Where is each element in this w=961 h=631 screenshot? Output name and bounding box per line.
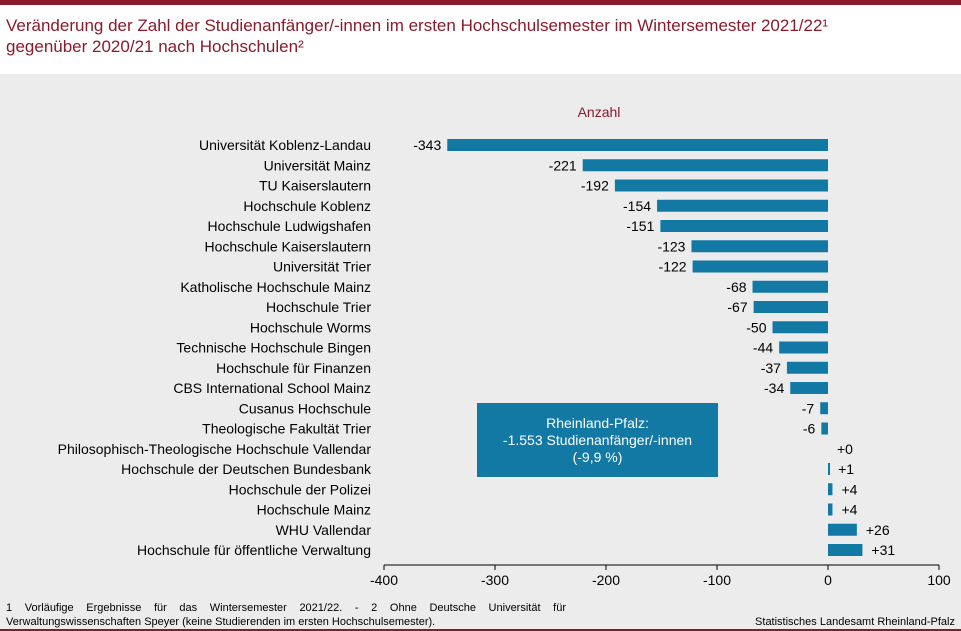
info-box-line-2: -1.553 Studienanfänger/-innen bbox=[502, 431, 693, 448]
footer: 1 Vorläufige Ergebnisse für das Winterse… bbox=[0, 600, 961, 631]
info-box: Rheinland-Pfalz: -1.553 Studienanfänger/… bbox=[477, 403, 718, 477]
info-box-line-3: (-9,9 %) bbox=[572, 448, 623, 465]
bar bbox=[828, 483, 833, 496]
category-label: Hochschule Koblenz bbox=[243, 198, 371, 214]
value-label: -154 bbox=[623, 198, 651, 214]
value-label: -50 bbox=[746, 319, 766, 335]
chart-title-line-1: Veränderung der Zahl der Studienanfänger… bbox=[6, 16, 829, 35]
bottom-accent-bar bbox=[0, 629, 961, 631]
x-tick-label: -100 bbox=[703, 572, 731, 588]
source-credit: Statistisches Landesamt Rheinland-Pfalz bbox=[755, 616, 955, 628]
bar bbox=[772, 321, 828, 334]
value-label: +0 bbox=[837, 441, 853, 457]
value-label: -122 bbox=[659, 259, 687, 275]
x-tick-label: 0 bbox=[824, 572, 832, 588]
bar bbox=[447, 139, 828, 151]
category-label: Hochschule für Finanzen bbox=[216, 360, 371, 376]
category-label: CBS International School Mainz bbox=[173, 380, 371, 396]
category-label: Hochschule Worms bbox=[250, 319, 371, 335]
category-label: Technische Hochschule Bingen bbox=[176, 340, 371, 356]
value-label: -221 bbox=[549, 157, 577, 173]
x-tick-label: -200 bbox=[592, 572, 620, 588]
category-label: Hochschule der Deutschen Bundesbank bbox=[121, 461, 372, 477]
value-label: -68 bbox=[726, 279, 746, 295]
value-label: +31 bbox=[871, 542, 895, 558]
bar bbox=[614, 179, 828, 192]
category-label: Universität Koblenz-Landau bbox=[199, 137, 371, 153]
unit-label: Anzahl bbox=[578, 104, 621, 120]
chart-title-line-2: gegenüber 2020/21 nach Hochschulen² bbox=[6, 37, 304, 56]
bar bbox=[786, 361, 828, 374]
category-label: Hochschule Mainz bbox=[257, 502, 371, 518]
x-tick-label: 100 bbox=[927, 572, 951, 588]
header: Veränderung der Zahl der Studienanfänger… bbox=[0, 5, 961, 74]
bar bbox=[752, 280, 828, 293]
bar bbox=[582, 159, 828, 172]
value-label: -6 bbox=[803, 421, 816, 437]
bar bbox=[691, 240, 828, 253]
x-tick-label: -400 bbox=[370, 572, 398, 588]
value-label: +4 bbox=[841, 502, 857, 518]
value-label: +1 bbox=[838, 461, 854, 477]
bar bbox=[821, 422, 828, 435]
category-label: Universität Mainz bbox=[264, 157, 371, 173]
value-label: -44 bbox=[753, 340, 773, 356]
info-box-line-1: Rheinland-Pfalz: bbox=[546, 414, 649, 431]
x-tick-label: -300 bbox=[481, 572, 509, 588]
category-label: TU Kaiserslautern bbox=[259, 178, 371, 194]
category-label: Hochschule Ludwigshafen bbox=[208, 218, 371, 234]
top-accent-bar bbox=[0, 0, 961, 5]
category-label: WHU Vallendar bbox=[276, 522, 372, 538]
value-label: -343 bbox=[413, 137, 441, 153]
value-label: +26 bbox=[866, 522, 890, 538]
value-label: -34 bbox=[764, 380, 784, 396]
bar bbox=[657, 199, 828, 212]
bar bbox=[660, 220, 828, 232]
bar bbox=[753, 301, 828, 313]
bar bbox=[828, 503, 833, 516]
value-label: -37 bbox=[761, 360, 781, 376]
bar bbox=[828, 463, 830, 475]
category-label: Universität Trier bbox=[273, 259, 371, 275]
category-label: Cusanus Hochschule bbox=[239, 400, 372, 416]
category-label: Katholische Hochschule Mainz bbox=[180, 279, 371, 295]
category-label: Philosophisch-Theologische Hochschule Va… bbox=[58, 441, 372, 457]
category-label: Hochschule für öffentliche Verwaltung bbox=[137, 542, 371, 558]
chart-title: Veränderung der Zahl der Studienanfänger… bbox=[6, 15, 946, 57]
bar bbox=[779, 341, 828, 354]
chart-area: Anzahl Universität Koblenz-Landau -343 Univ… bbox=[0, 74, 961, 600]
value-label: +4 bbox=[841, 481, 857, 497]
bar bbox=[828, 544, 863, 556]
value-label: -7 bbox=[802, 400, 815, 416]
footnote: 1 Vorläufige Ergebnisse für das Winterse… bbox=[6, 602, 566, 628]
value-label: -151 bbox=[626, 218, 654, 234]
bar bbox=[828, 523, 857, 536]
bar bbox=[790, 382, 828, 394]
category-label: Hochschule Kaiserslautern bbox=[204, 238, 371, 254]
bar-chart: Anzahl Universität Koblenz-Landau -343 Univ… bbox=[58, 104, 951, 588]
value-label: -67 bbox=[727, 299, 747, 315]
category-label: Hochschule Trier bbox=[266, 299, 371, 315]
value-label: -192 bbox=[581, 178, 609, 194]
category-label: Hochschule der Polizei bbox=[229, 481, 371, 497]
bar bbox=[692, 260, 828, 273]
bar bbox=[820, 402, 828, 415]
category-label: Theologische Fakultät Trier bbox=[202, 421, 371, 437]
value-label: -123 bbox=[657, 238, 685, 254]
